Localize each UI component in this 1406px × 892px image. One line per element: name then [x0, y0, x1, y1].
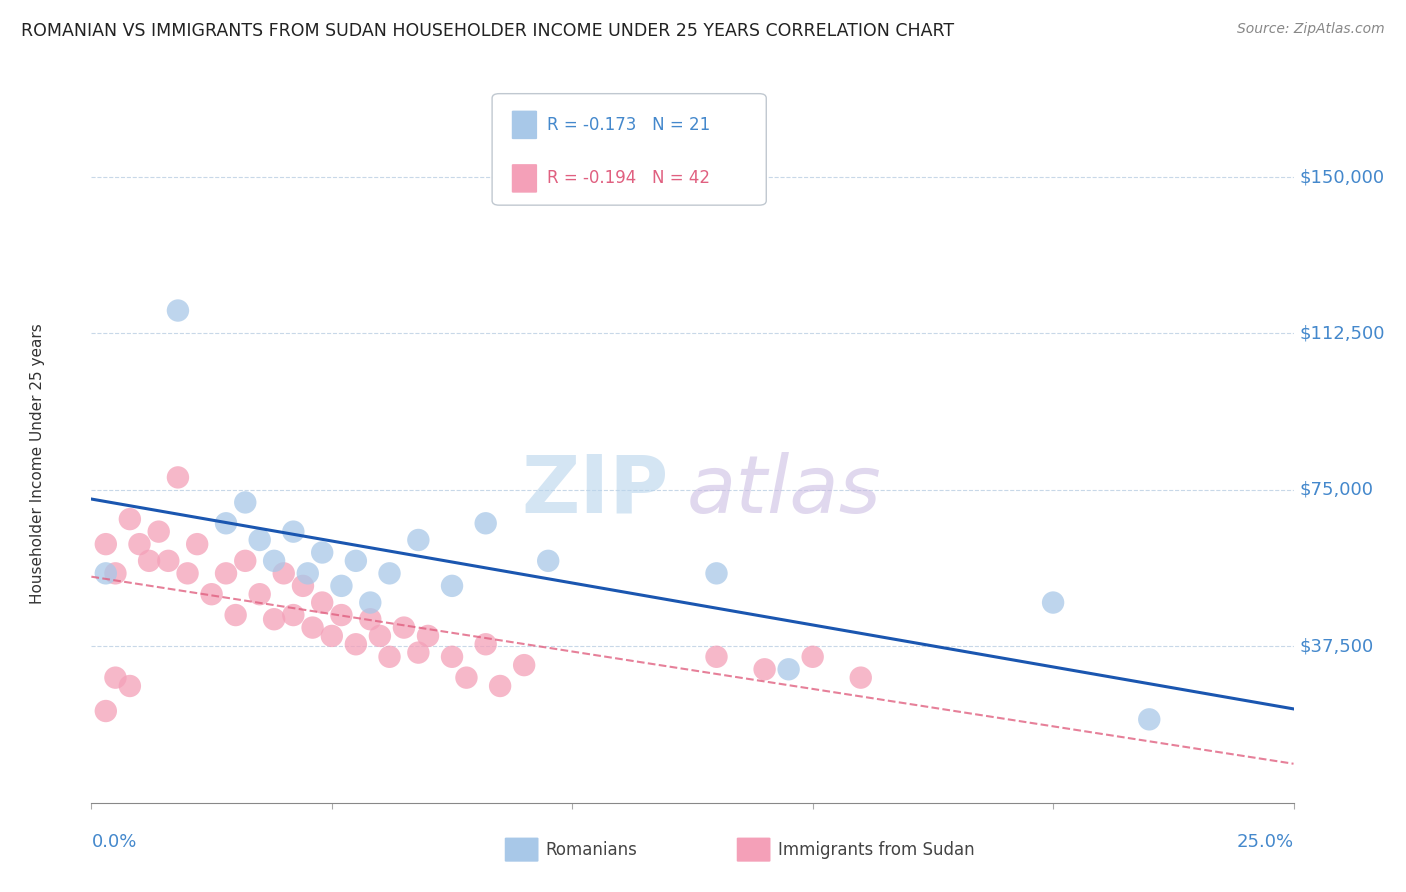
Point [249, 587, 271, 601]
Point [537, 554, 560, 568]
Text: Source: ZipAtlas.com: Source: ZipAtlas.com [1237, 22, 1385, 37]
Point [474, 516, 496, 531]
Point [186, 537, 208, 551]
Point [283, 524, 305, 539]
Text: Immigrants from Sudan: Immigrants from Sudan [778, 841, 974, 859]
Point [104, 566, 127, 581]
Point [378, 566, 401, 581]
Point [778, 662, 800, 676]
Point [849, 671, 872, 685]
Point [311, 596, 333, 610]
Text: R = -0.194   N = 42: R = -0.194 N = 42 [547, 169, 710, 187]
Point [513, 658, 536, 673]
Point [94, 537, 117, 551]
Point [94, 704, 117, 718]
Point [801, 649, 824, 664]
Point [706, 566, 728, 581]
Point [215, 566, 238, 581]
Point [408, 533, 430, 547]
Point [233, 554, 256, 568]
Point [706, 649, 728, 664]
Point [301, 621, 323, 635]
Text: atlas: atlas [686, 452, 882, 530]
Point [291, 579, 314, 593]
Text: 0.0%: 0.0% [91, 833, 136, 851]
Point [474, 637, 496, 651]
Point [311, 545, 333, 559]
Point [1042, 596, 1064, 610]
Point [378, 649, 401, 664]
Point [176, 566, 198, 581]
Point [225, 608, 247, 623]
Point [344, 637, 367, 651]
Point [157, 554, 180, 568]
Text: $112,500: $112,500 [1299, 325, 1385, 343]
Point [330, 579, 353, 593]
Point [392, 621, 415, 635]
Point [359, 596, 381, 610]
Point [118, 679, 141, 693]
Point [330, 608, 353, 623]
Text: Householder Income Under 25 years: Householder Income Under 25 years [30, 324, 45, 604]
Point [440, 649, 463, 664]
Text: $150,000: $150,000 [1299, 168, 1385, 186]
Point [263, 554, 285, 568]
Point [416, 629, 439, 643]
Point [138, 554, 160, 568]
Point [273, 566, 295, 581]
Text: $75,000: $75,000 [1299, 481, 1374, 499]
Point [148, 524, 170, 539]
Text: $37,500: $37,500 [1299, 638, 1374, 656]
Point [408, 646, 430, 660]
Point [249, 533, 271, 547]
Point [754, 662, 776, 676]
Point [94, 566, 117, 581]
Point [118, 512, 141, 526]
Point [233, 495, 256, 509]
Point [283, 608, 305, 623]
Point [359, 612, 381, 626]
Point [263, 612, 285, 626]
Point [440, 579, 463, 593]
Point [456, 671, 478, 685]
Point [167, 470, 190, 484]
Text: Romanians: Romanians [546, 841, 637, 859]
Point [297, 566, 319, 581]
Point [104, 671, 127, 685]
Point [1137, 712, 1160, 726]
Text: ROMANIAN VS IMMIGRANTS FROM SUDAN HOUSEHOLDER INCOME UNDER 25 YEARS CORRELATION : ROMANIAN VS IMMIGRANTS FROM SUDAN HOUSEH… [21, 22, 955, 40]
Point [321, 629, 343, 643]
Text: R = -0.173   N = 21: R = -0.173 N = 21 [547, 116, 710, 134]
Point [344, 554, 367, 568]
Point [368, 629, 391, 643]
Point [167, 303, 190, 318]
Text: 25.0%: 25.0% [1236, 833, 1294, 851]
Point [128, 537, 150, 551]
Text: ZIP: ZIP [522, 452, 668, 530]
Point [489, 679, 512, 693]
Point [215, 516, 238, 531]
Point [201, 587, 224, 601]
